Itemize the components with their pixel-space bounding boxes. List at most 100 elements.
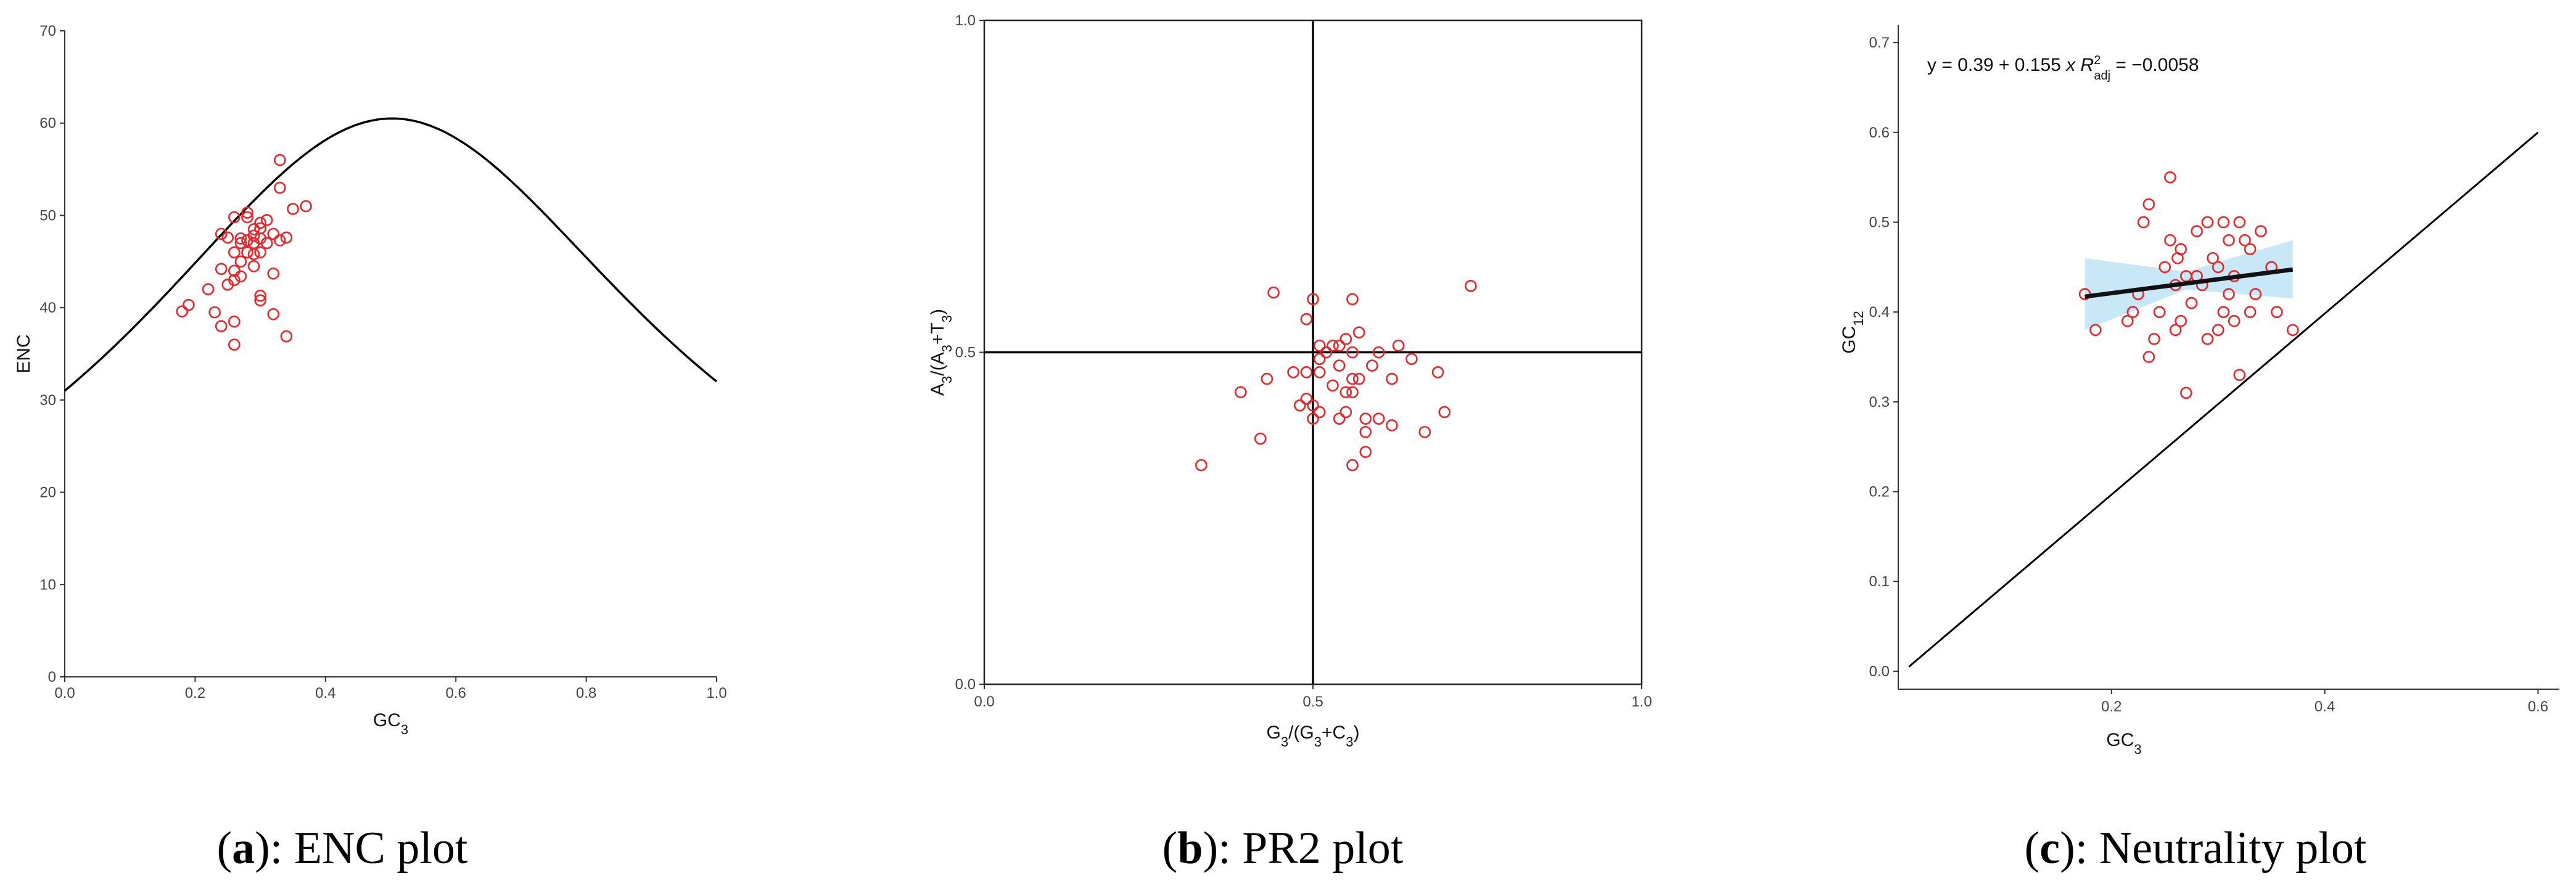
- a-point: [274, 181, 286, 194]
- a-x-tick-label: 0.6: [446, 685, 466, 702]
- c-y-tick-label: 0.5: [1869, 214, 1890, 231]
- b-point: [1307, 412, 1319, 425]
- b-point: [1372, 412, 1385, 425]
- a-point: [228, 211, 241, 224]
- b-point: [1359, 425, 1372, 438]
- b-point: [1352, 326, 1365, 338]
- b-point: [1300, 313, 1313, 325]
- b-point: [1359, 412, 1372, 425]
- b-point: [1366, 359, 1378, 372]
- a-point: [241, 207, 253, 219]
- b-point: [1313, 366, 1326, 378]
- b-point: [1300, 393, 1313, 405]
- c-point: [2233, 369, 2246, 381]
- caption-b: (b): PR2 plot: [1162, 823, 1404, 874]
- a-point: [274, 234, 286, 247]
- c-point: [2137, 216, 2150, 229]
- c-y-tick-label: 0.1: [1869, 573, 1890, 590]
- caption-c-text: ): Neutrality plot: [2060, 823, 2367, 874]
- b-point: [1346, 459, 1359, 472]
- a-y-tick-label: 50: [39, 207, 56, 224]
- b-point: [1438, 406, 1451, 419]
- b-x-tick-label: 0.5: [1302, 694, 1323, 710]
- c-point: [2239, 234, 2251, 247]
- a-point: [254, 246, 266, 259]
- c-point: [2201, 216, 2214, 229]
- b-point: [1313, 353, 1326, 366]
- caption-b-text: ): PR2 plot: [1203, 823, 1403, 874]
- a-point: [221, 231, 234, 244]
- b-point: [1307, 293, 1319, 306]
- b-point: [1313, 406, 1326, 419]
- c-point: [2249, 288, 2262, 300]
- b-point: [1333, 339, 1346, 352]
- pr2-plot: 0.0 0.5 1.0 0.0 0.5 1.0 G3/(G3+C3) A3/(A3+T3): [928, 12, 1652, 750]
- c-point: [2185, 297, 2198, 309]
- caption-a-letter: a: [232, 823, 255, 874]
- a-y-tick-label: 70: [39, 23, 56, 39]
- c-point: [2175, 243, 2187, 255]
- b-point: [1372, 346, 1385, 359]
- b-x-label: G3/(G3+C3): [1267, 722, 1360, 750]
- a-point: [274, 153, 286, 166]
- b-point: [1346, 386, 1359, 398]
- a-point: [228, 274, 241, 287]
- b-y-label: A3/(A3+T3): [928, 309, 955, 396]
- a-point: [247, 223, 260, 235]
- b-point: [1333, 412, 1346, 425]
- c-point: [2223, 288, 2235, 300]
- b-point: [1359, 446, 1372, 458]
- b-point: [1418, 425, 1431, 438]
- c-point: [2228, 314, 2241, 327]
- caption-b-letter: b: [1177, 823, 1203, 874]
- a-x-tick-label: 0.8: [576, 685, 596, 702]
- c-point: [2212, 324, 2224, 337]
- b-point: [1352, 372, 1365, 385]
- b-point: [1307, 399, 1319, 412]
- c-point: [2158, 261, 2171, 274]
- b-point: [1327, 379, 1339, 392]
- a-point: [247, 260, 260, 272]
- a-point: [215, 227, 228, 240]
- caption-a-text: ): ENC plot: [255, 823, 468, 874]
- b-point: [1339, 386, 1352, 398]
- c-point: [2164, 234, 2176, 247]
- c-point: [2126, 306, 2139, 318]
- a-point: [254, 294, 266, 306]
- c-x-tick-label: 0.2: [2101, 698, 2121, 715]
- a-point: [215, 320, 228, 332]
- b-y-tick-label: 0.0: [955, 676, 976, 693]
- c-y-label: GC12: [1839, 311, 1866, 354]
- a-x-tick-label: 0.0: [54, 685, 75, 702]
- a-point: [176, 305, 189, 317]
- a-point: [202, 283, 215, 296]
- b-point: [1320, 346, 1333, 359]
- b-point: [1392, 339, 1405, 352]
- a-point: [183, 298, 195, 311]
- a-x-tick-label: 0.2: [185, 685, 205, 702]
- caption-c-letter: c: [2039, 823, 2060, 874]
- b-point: [1386, 419, 1398, 432]
- neutrality-plot: 0.2 0.4 0.6 0.0 0.1 0.2 0.3 0.4 0.5 0.6 0.7 y = 0.3…: [1839, 25, 2559, 757]
- a-y-tick-label: 10: [39, 576, 56, 593]
- a-point: [267, 227, 280, 240]
- b-point: [1195, 459, 1208, 472]
- c-point: [2148, 333, 2160, 345]
- a-point: [228, 338, 241, 351]
- b-point: [1339, 333, 1352, 345]
- a-point: [241, 211, 253, 224]
- c-point: [2271, 306, 2283, 318]
- c-point: [2212, 261, 2224, 274]
- b-point: [1287, 366, 1299, 378]
- enc-plot: 0.0 0.2 0.4 0.6 0.8 1.0 0 10 20 30 40 50 60 70 GC3 ENC: [14, 23, 727, 737]
- a-point: [228, 315, 241, 328]
- c-x-label: GC3: [2106, 730, 2141, 757]
- a-y-tick-label: 60: [39, 115, 56, 132]
- c-point: [2175, 314, 2187, 327]
- a-y-label: ENC: [14, 334, 34, 373]
- c-point: [2217, 216, 2230, 229]
- b-point: [1234, 386, 1247, 398]
- b-x-tick-label: 1.0: [1631, 694, 1652, 710]
- c-point: [2191, 225, 2203, 237]
- a-y-tick-label: 0: [48, 669, 56, 685]
